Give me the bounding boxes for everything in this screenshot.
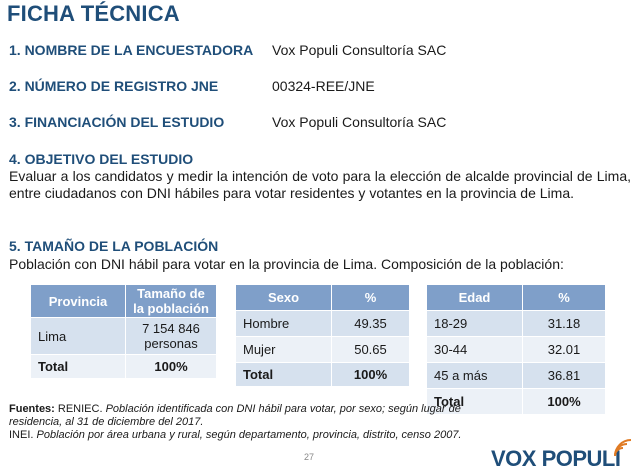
source-reniec-text: Población identificada con DNI hábil par… [9, 403, 461, 428]
page-title: FICHA TÉCNICA [7, 1, 180, 26]
source-inei-text: Población por área urbana y rural, según… [36, 429, 462, 441]
sources-note: Fuentes: RENIEC. Población identificada … [9, 403, 479, 442]
population-size-cell: 7 154 846 personas [125, 317, 217, 355]
age-table: Edad % 18-29 31.18 30-44 32.01 45 a más … [426, 284, 606, 415]
source-reniec: RENIEC. [57, 403, 103, 415]
province-total-value: 100% [125, 354, 217, 379]
jne-registry-label: 2. NÚMERO DE REGISTRO JNE [9, 78, 219, 94]
age-row-label: 45 a más [426, 362, 523, 389]
sources-label: Fuentes: [9, 403, 55, 415]
pollster-name-label: 1. NOMBRE DE LA ENCUESTADORA [9, 42, 254, 58]
signal-waves-icon [614, 439, 632, 457]
pollster-name-value: Vox Populi Consultoría SAC [272, 42, 447, 58]
age-header: Edad [426, 284, 523, 311]
sex-header: Sexo [235, 284, 332, 311]
sex-percent-header: % [331, 284, 410, 311]
age-row-value: 32.01 [522, 336, 606, 363]
age-row-label: 30-44 [426, 336, 523, 363]
funding-value: Vox Populi Consultoría SAC [272, 114, 447, 130]
sex-row-value: 50.65 [331, 336, 410, 363]
age-total-value: 100% [522, 388, 606, 415]
age-row-label: 18-29 [426, 310, 523, 337]
source-inei: INEI. [9, 429, 34, 441]
sex-total-value: 100% [331, 362, 410, 387]
sex-row-value: 49.35 [331, 310, 410, 337]
jne-registry-value: 00324-REE/JNE [272, 78, 375, 94]
province-cell: Lima [30, 317, 126, 355]
vox-populi-logo: VOX POPULI [491, 446, 621, 471]
page-number: 27 [304, 452, 315, 462]
objective-text: Evaluar a los candidatos y medir la inte… [9, 168, 631, 201]
age-total-label: Total [426, 388, 523, 415]
province-total-label: Total [30, 354, 126, 379]
sex-total-label: Total [235, 362, 332, 387]
age-row-value: 31.18 [522, 310, 606, 337]
funding-label: 3. FINANCIACIÓN DEL ESTUDIO [9, 114, 225, 130]
sex-row-label: Hombre [235, 310, 332, 337]
population-text: Población con DNI hábil para votar en la… [9, 256, 564, 272]
population-heading: 5. TAMAÑO DE LA POBLACIÓN [9, 238, 219, 254]
age-percent-header: % [522, 284, 606, 311]
objective-heading: 4. OBJETIVO DEL ESTUDIO [9, 151, 194, 167]
age-row-value: 36.81 [522, 362, 606, 389]
province-header: Provincia [30, 284, 126, 318]
sex-row-label: Mujer [235, 336, 332, 363]
province-table: Provincia Tamaño de la población Lima 7 … [30, 284, 217, 379]
sex-table: Sexo % Hombre 49.35 Mujer 50.65 Total 10… [235, 284, 410, 387]
population-size-header: Tamaño de la población [125, 284, 217, 318]
